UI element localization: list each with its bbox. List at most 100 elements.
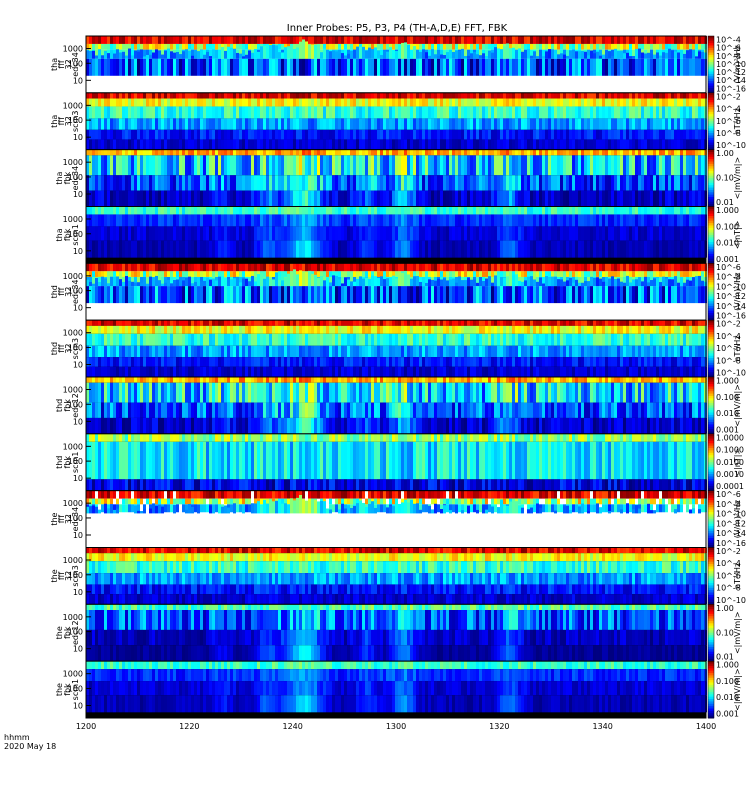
- heatmap-cell: [257, 214, 260, 227]
- heatmap-cell: [107, 58, 110, 76]
- heatmap-cell: [383, 129, 386, 140]
- heatmap-cell: [587, 226, 590, 241]
- heatmap-cell: [218, 214, 221, 227]
- heatmap-cell: [182, 280, 185, 287]
- heatmap-cell: [335, 149, 338, 156]
- heatmap-cell: [446, 263, 449, 272]
- heatmap-cell: [674, 98, 677, 107]
- heatmap-cell: [245, 214, 248, 227]
- heatmap-cell: [341, 271, 344, 277]
- heatmap-cell: [452, 226, 455, 241]
- heatmap-cell: [389, 226, 392, 241]
- heatmap-cell: [392, 149, 395, 156]
- heatmap-cell: [167, 271, 170, 277]
- heatmap-cell: [659, 55, 662, 59]
- heatmap-cell: [557, 279, 560, 287]
- heatmap-cell: [473, 139, 476, 150]
- heatmap-cell: [440, 54, 443, 59]
- heatmap-cell: [506, 190, 509, 207]
- heatmap-cell: [503, 263, 506, 272]
- colorbar-segment: [708, 40, 714, 44]
- heatmap-cell: [296, 274, 299, 287]
- heatmap-cell: [284, 58, 287, 76]
- heatmap-cell: [581, 155, 584, 176]
- heatmap-cell: [647, 214, 650, 227]
- heatmap-cell: [587, 129, 590, 140]
- heatmap-cell: [308, 118, 311, 130]
- heatmap-cell: [533, 118, 536, 130]
- heatmap-cell: [191, 240, 194, 258]
- heatmap-cell: [674, 58, 677, 76]
- heatmap-cell: [167, 98, 170, 107]
- heatmap-cell: [614, 106, 617, 119]
- heatmap-cell: [236, 214, 239, 227]
- heatmap-cell: [134, 139, 137, 150]
- heatmap-cell: [212, 271, 215, 277]
- heatmap-cell: [629, 149, 632, 156]
- heatmap-cell: [698, 36, 701, 44]
- heatmap-cell: [485, 129, 488, 140]
- heatmap-cell: [113, 92, 116, 99]
- heatmap-cell: [551, 175, 554, 191]
- heatmap-cell: [131, 58, 134, 76]
- heatmap-cell: [89, 92, 92, 99]
- heatmap-cell: [458, 206, 461, 215]
- heatmap-cell: [410, 98, 413, 107]
- heatmap-cell: [584, 214, 587, 227]
- heatmap-cell: [92, 286, 95, 304]
- heatmap-cell: [473, 149, 476, 156]
- heatmap-cell: [533, 175, 536, 191]
- heatmap-cell: [383, 226, 386, 241]
- heatmap-cell: [641, 155, 644, 176]
- heatmap-cell: [533, 190, 536, 207]
- heatmap-cell: [584, 175, 587, 191]
- heatmap-cell: [98, 276, 101, 287]
- heatmap-cell: [455, 149, 458, 156]
- heatmap-cell: [122, 139, 125, 150]
- heatmap-cell: [167, 175, 170, 191]
- heatmap-cell: [281, 36, 284, 44]
- heatmap-cell: [512, 286, 515, 304]
- heatmap-cell: [326, 190, 329, 207]
- heatmap-cell: [149, 190, 152, 207]
- heatmap-cell: [635, 240, 638, 258]
- heatmap-cell: [308, 139, 311, 150]
- heatmap-cell: [491, 226, 494, 241]
- heatmap-cell: [332, 98, 335, 107]
- heatmap-cell: [134, 36, 137, 44]
- heatmap-cell: [419, 149, 422, 156]
- heatmap-cell: [323, 106, 326, 119]
- heatmap-cell: [416, 129, 419, 140]
- heatmap-cell: [218, 286, 221, 304]
- heatmap-cell: [404, 58, 407, 76]
- heatmap-cell: [218, 36, 221, 44]
- colorbar-segment: [708, 71, 714, 75]
- heatmap-cell: [665, 52, 668, 59]
- heatmap-cell: [104, 271, 107, 277]
- heatmap-cell: [173, 43, 176, 50]
- heatmap-cell: [332, 226, 335, 241]
- heatmap-cell: [152, 129, 155, 140]
- heatmap-cell: [476, 36, 479, 44]
- heatmap-cell: [554, 271, 557, 277]
- heatmap-cell: [656, 58, 659, 76]
- heatmap-cell: [152, 271, 155, 277]
- heatmap-cell: [455, 206, 458, 215]
- heatmap-cell: [329, 106, 332, 119]
- heatmap-cell: [416, 286, 419, 304]
- heatmap-cell: [185, 58, 188, 76]
- heatmap-cell: [596, 92, 599, 99]
- heatmap-cell: [608, 106, 611, 119]
- heatmap-cell: [233, 206, 236, 215]
- heatmap-cell: [470, 139, 473, 150]
- heatmap-cell: [206, 206, 209, 215]
- heatmap-cell: [269, 226, 272, 241]
- heatmap-cell: [302, 226, 305, 241]
- heatmap-cell: [647, 98, 650, 107]
- heatmap-cell: [164, 36, 167, 44]
- heatmap-cell: [371, 118, 374, 130]
- heatmap-cell: [512, 240, 515, 258]
- heatmap-cell: [119, 214, 122, 227]
- heatmap-cell: [560, 175, 563, 191]
- heatmap-cell: [500, 175, 503, 191]
